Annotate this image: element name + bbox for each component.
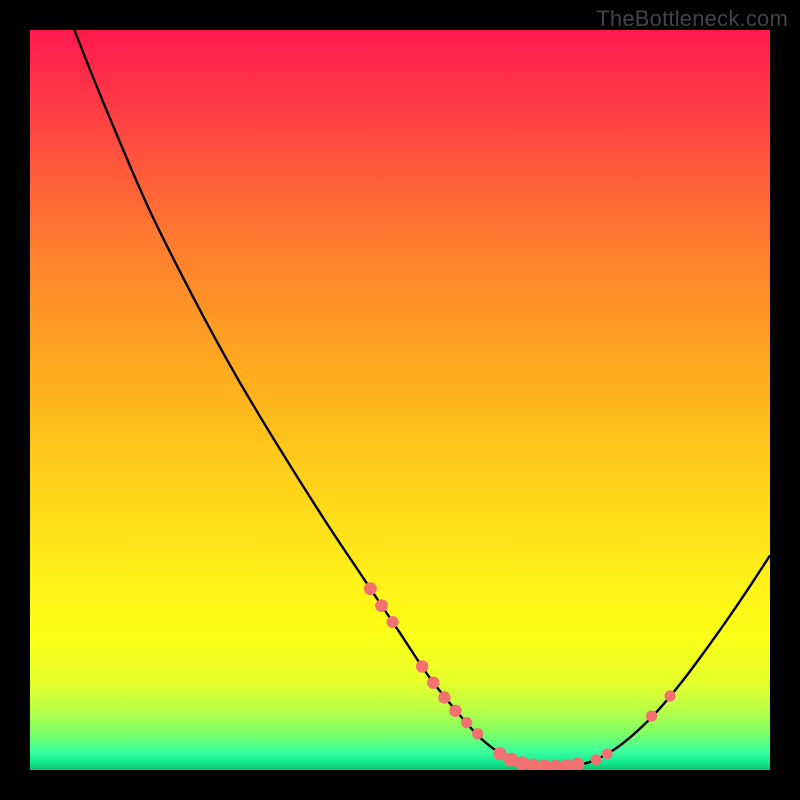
chart-frame: TheBottleneck.com [0, 0, 800, 800]
data-marker [416, 660, 428, 672]
data-marker [375, 599, 388, 612]
data-marker [571, 758, 585, 770]
data-marker [387, 616, 399, 628]
data-marker [602, 748, 613, 759]
data-marker [438, 691, 450, 703]
data-marker [449, 705, 461, 717]
plot-area [30, 30, 770, 770]
data-marker [364, 582, 377, 595]
bottleneck-curve [30, 30, 770, 767]
data-marker [665, 690, 676, 701]
curve-layer [30, 30, 770, 770]
data-marker [461, 717, 472, 728]
data-marker [472, 728, 483, 739]
marker-group [364, 582, 676, 770]
watermark-text: TheBottleneck.com [596, 6, 788, 32]
data-marker [427, 676, 439, 688]
data-marker [646, 710, 657, 721]
data-marker [591, 754, 602, 765]
